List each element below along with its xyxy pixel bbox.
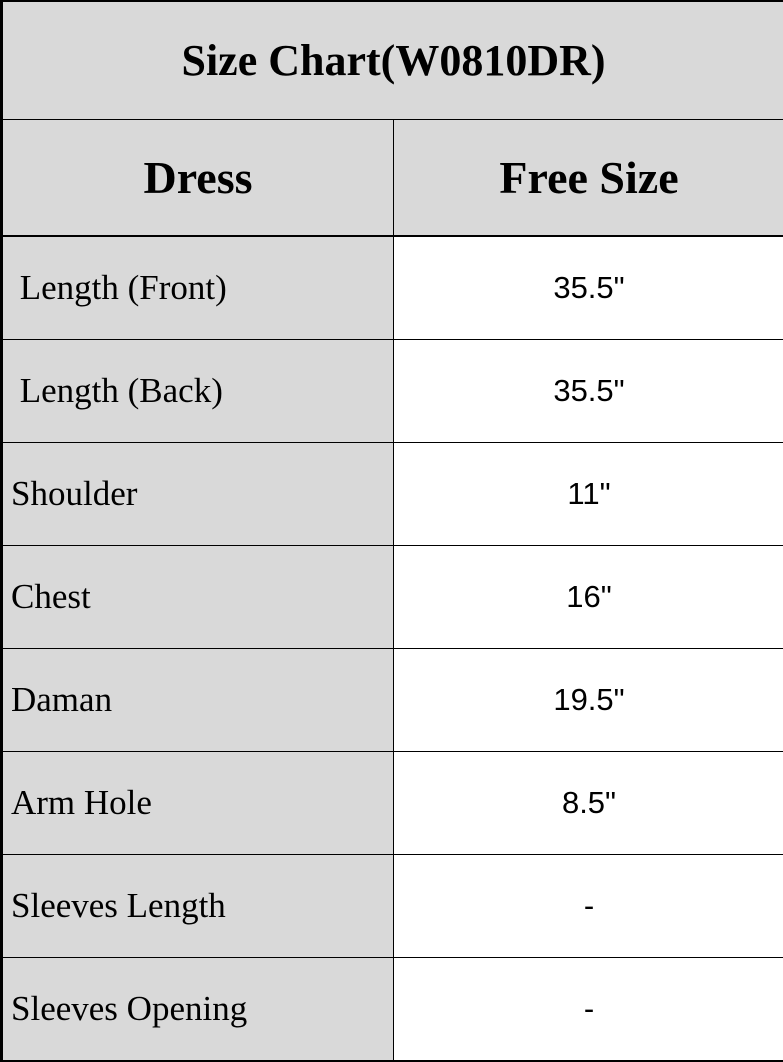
table-row: Length (Back) 35.5": [0, 339, 783, 443]
measurement-label: Sleeves Length: [0, 854, 394, 958]
measurement-label: Length (Back): [0, 339, 394, 443]
measurement-label: Shoulder: [0, 442, 394, 546]
table-row: Daman 19.5": [0, 648, 783, 752]
measurement-value: 35.5": [392, 235, 783, 340]
table-row: Sleeves Opening -: [0, 957, 783, 1062]
table-row: Arm Hole 8.5": [0, 751, 783, 855]
measurement-value: 8.5": [392, 751, 783, 855]
measurement-value: 19.5": [392, 648, 783, 752]
size-chart-title: Size Chart(W0810DR): [0, 0, 783, 120]
measurement-label: Chest: [0, 545, 394, 649]
measurement-label: Sleeves Opening: [0, 957, 394, 1062]
measurement-value: -: [392, 854, 783, 958]
measurement-label: Length (Front): [0, 235, 394, 340]
title-row: Size Chart(W0810DR): [0, 0, 783, 120]
measurement-value: 11": [392, 442, 783, 546]
column-header-dress: Dress: [0, 119, 394, 237]
table-row: Shoulder 11": [0, 442, 783, 546]
measurement-value: -: [392, 957, 783, 1062]
measurement-value: 35.5": [392, 339, 783, 443]
measurement-label: Arm Hole: [0, 751, 394, 855]
measurement-label: Daman: [0, 648, 394, 752]
column-header-free-size: Free Size: [392, 119, 783, 237]
table-row: Sleeves Length -: [0, 854, 783, 958]
table-row: Length (Front) 35.5": [0, 235, 783, 340]
measurement-value: 16": [392, 545, 783, 649]
header-row: Dress Free Size: [0, 119, 783, 237]
table-row: Chest 16": [0, 545, 783, 649]
